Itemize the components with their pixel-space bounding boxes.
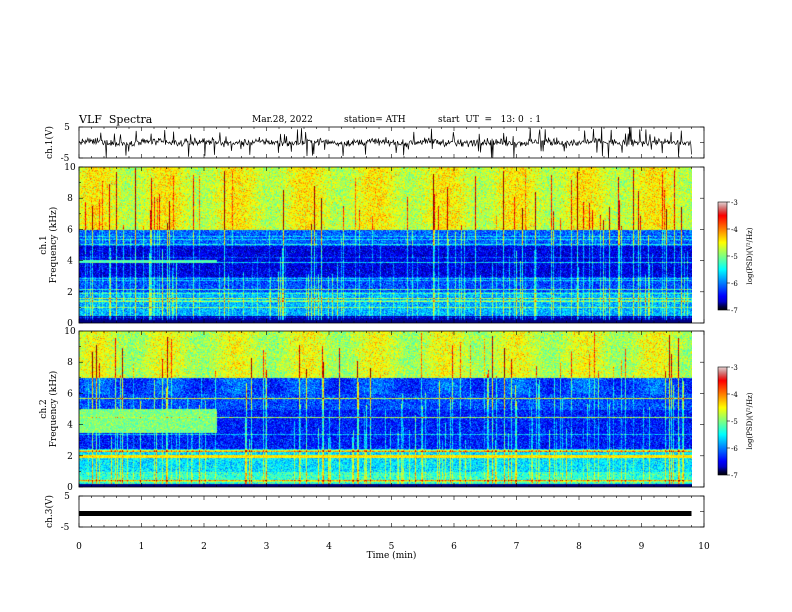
- y-tick-label: 0: [67, 319, 73, 329]
- colorbar-tick-label: -6: [731, 445, 738, 453]
- x-tick-label: 7: [514, 542, 520, 552]
- y-axis-label-frequency: Frequency (kHz): [48, 207, 59, 284]
- y-tick-label: 8: [67, 358, 73, 368]
- y-axis-label: ch.3(V): [44, 495, 55, 528]
- x-tick-label: 6: [451, 542, 457, 552]
- y-axis-label-channel: ch.2: [39, 399, 49, 418]
- ch3-trace: [79, 511, 692, 516]
- x-tick-label: 5: [389, 542, 395, 552]
- time-axis: 0 1 2 3 4 5 6 7 8 9 10 Time (min): [76, 542, 710, 561]
- x-tick-label: 1: [139, 542, 145, 552]
- ch2-spectrogram-image: [79, 331, 692, 487]
- y-axis-label-channel: ch.1: [39, 235, 49, 254]
- ch1-spectrogram-panel: 10 8 6 4 2 0 ch.1 Frequency (kHz): [39, 163, 705, 329]
- ch2-colorbar: -3 -4 -5 -6 -7 log(PSD)(V²/Hz): [717, 364, 754, 480]
- ch1-spectrogram-image: [79, 167, 692, 323]
- colorbar-tick-label: -3: [731, 199, 738, 207]
- y-tick-label: 6: [67, 389, 73, 399]
- colorbar-tick-label: -4: [731, 226, 738, 234]
- x-tick-label: 8: [576, 542, 582, 552]
- ch1-trace: [78, 126, 692, 159]
- colorbar-label: log(PSD)(V²/Hz): [746, 227, 754, 284]
- x-tick-label: 10: [698, 542, 710, 552]
- y-axis-label-frequency: Frequency (kHz): [48, 371, 59, 448]
- colorbar-tick-label: -5: [731, 253, 738, 261]
- y-axis-label: ch.1(V): [44, 126, 55, 159]
- y-tick-label: 2: [67, 288, 73, 298]
- colorbar-tick-label: -3: [731, 364, 738, 372]
- date-label: Mar.28, 2022: [252, 115, 313, 125]
- colorbar-tick-label: -4: [731, 391, 738, 399]
- y-tick-label: -5: [61, 523, 70, 533]
- y-tick-label: 10: [64, 327, 76, 337]
- x-tick-label: 2: [201, 542, 207, 552]
- colorbar-gradient: [718, 367, 727, 475]
- ch2-spectrogram-panel: 10 8 6 4 2 0 ch.2 Frequency (kHz): [39, 327, 705, 493]
- y-tick-label: -5: [61, 154, 70, 164]
- colorbar-label: log(PSD)(V²/Hz): [746, 392, 754, 449]
- y-tick-label: 4: [67, 421, 73, 431]
- colorbar-tick-label: -6: [731, 280, 738, 288]
- colorbar-tick-label: -7: [731, 307, 738, 315]
- x-tick-label: 3: [264, 542, 270, 552]
- y-tick-label: 10: [64, 163, 76, 173]
- y-tick-label: 5: [64, 123, 70, 133]
- x-tick-label: 0: [76, 542, 82, 552]
- colorbar-gradient: [718, 202, 727, 310]
- y-tick-label: 2: [67, 452, 73, 462]
- ch1-colorbar: -3 -4 -5 -6 -7 log(PSD)(V²/Hz): [717, 199, 754, 315]
- y-tick-label: 8: [67, 194, 73, 204]
- ch3-waveform-panel: 5 -5 ch.3(V): [44, 492, 705, 533]
- x-tick-label: 9: [639, 542, 645, 552]
- y-tick-label: 4: [67, 257, 73, 267]
- colorbar-tick-label: -5: [731, 418, 738, 426]
- chart-title: VLF Spectra: [79, 113, 153, 126]
- colorbar-tick-label: -7: [731, 472, 738, 480]
- y-tick-label: 5: [64, 492, 70, 502]
- x-axis-label: Time (min): [367, 550, 417, 561]
- start-time-label: start UT = 13: 0 : 1: [438, 115, 542, 125]
- y-tick-label: 6: [67, 225, 73, 235]
- y-tick-label: 0: [67, 483, 73, 493]
- station-label: station= ATH: [344, 115, 406, 125]
- x-tick-label: 4: [326, 542, 332, 552]
- ch1-waveform-panel: 5 -5 ch.1(V): [44, 123, 705, 164]
